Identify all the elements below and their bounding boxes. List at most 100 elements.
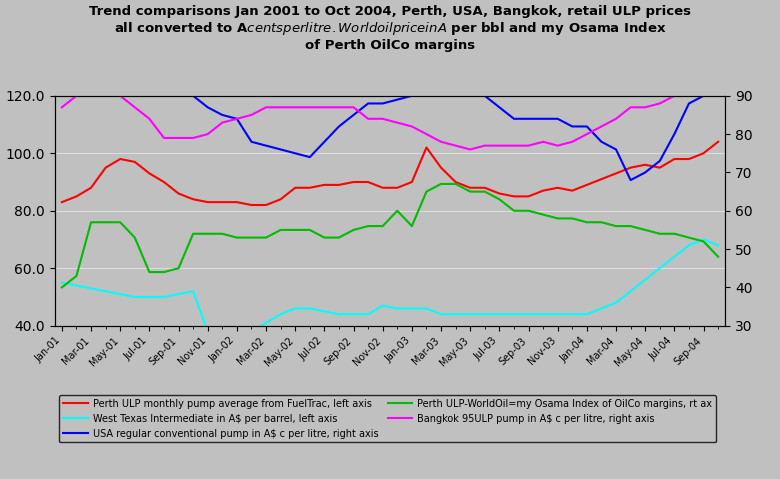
Bangkok 95ULP pump in A$ c per litre, right axis [320,104,329,110]
Perth ULP-WorldOil=my Osama Index of OilCo margins, rt ax [349,227,358,233]
West Texas Intermediate in A$ per barrel, left axis [451,311,460,317]
Perth ULP-WorldOil=my Osama Index of OilCo margins, rt ax [582,219,591,225]
Bangkok 95ULP pump in A$ c per litre, right axis [436,139,445,145]
Perth ULP-WorldOil=my Osama Index of OilCo margins, rt ax [276,227,285,233]
West Texas Intermediate in A$ per barrel, left axis [305,306,314,311]
Bangkok 95ULP pump in A$ c per litre, right axis [290,104,300,110]
Perth ULP-WorldOil=my Osama Index of OilCo margins, rt ax [392,208,402,214]
Perth ULP-WorldOil=my Osama Index of OilCo margins, rt ax [246,235,256,240]
Line: Perth ULP-WorldOil=my Osama Index of OilCo margins, rt ax: Perth ULP-WorldOil=my Osama Index of Oil… [62,184,718,287]
USA regular conventional pump in A$ c per litre, right axis [218,112,227,118]
Perth ULP-WorldOil=my Osama Index of OilCo margins, rt ax [203,231,212,237]
Bangkok 95ULP pump in A$ c per litre, right axis [714,78,723,83]
USA regular conventional pump in A$ c per litre, right axis [349,112,358,118]
Perth ULP-WorldOil=my Osama Index of OilCo margins, rt ax [553,216,562,221]
USA regular conventional pump in A$ c per litre, right axis [320,139,329,145]
Bangkok 95ULP pump in A$ c per litre, right axis [87,81,96,87]
West Texas Intermediate in A$ per barrel, left axis [495,311,504,317]
Perth ULP-WorldOil=my Osama Index of OilCo margins, rt ax [378,223,388,229]
Bangkok 95ULP pump in A$ c per litre, right axis [335,104,344,110]
Perth ULP monthly pump average from FuelTrac, left axis [597,176,606,182]
Perth ULP monthly pump average from FuelTrac, left axis [480,185,490,191]
Perth ULP monthly pump average from FuelTrac, left axis [363,179,373,185]
Perth ULP-WorldOil=my Osama Index of OilCo margins, rt ax [290,227,300,233]
USA regular conventional pump in A$ c per litre, right axis [130,0,140,3]
USA regular conventional pump in A$ c per litre, right axis [684,101,693,106]
Perth ULP monthly pump average from FuelTrac, left axis [670,156,679,162]
Bangkok 95ULP pump in A$ c per litre, right axis [378,116,388,122]
USA regular conventional pump in A$ c per litre, right axis [276,147,285,152]
USA regular conventional pump in A$ c per litre, right axis [538,116,548,122]
Perth ULP monthly pump average from FuelTrac, left axis [189,196,198,202]
Bangkok 95ULP pump in A$ c per litre, right axis [261,104,271,110]
Bangkok 95ULP pump in A$ c per litre, right axis [101,85,110,91]
Bangkok 95ULP pump in A$ c per litre, right axis [130,104,140,110]
West Texas Intermediate in A$ per barrel, left axis [568,311,577,317]
Perth ULP monthly pump average from FuelTrac, left axis [612,171,621,176]
Perth ULP-WorldOil=my Osama Index of OilCo margins, rt ax [436,181,445,187]
Perth ULP-WorldOil=my Osama Index of OilCo margins, rt ax [568,216,577,221]
Bangkok 95ULP pump in A$ c per litre, right axis [684,85,693,91]
Perth ULP monthly pump average from FuelTrac, left axis [218,199,227,205]
West Texas Intermediate in A$ per barrel, left axis [684,242,693,248]
Bangkok 95ULP pump in A$ c per litre, right axis [480,143,490,148]
USA regular conventional pump in A$ c per litre, right axis [57,93,66,99]
West Texas Intermediate in A$ per barrel, left axis [101,288,110,294]
West Texas Intermediate in A$ per barrel, left axis [480,311,490,317]
Perth ULP monthly pump average from FuelTrac, left axis [276,196,285,202]
West Texas Intermediate in A$ per barrel, left axis [422,306,431,311]
Bangkok 95ULP pump in A$ c per litre, right axis [145,116,154,122]
West Texas Intermediate in A$ per barrel, left axis [582,311,591,317]
Perth ULP-WorldOil=my Osama Index of OilCo margins, rt ax [101,219,110,225]
Perth ULP-WorldOil=my Osama Index of OilCo margins, rt ax [538,212,548,217]
Perth ULP-WorldOil=my Osama Index of OilCo margins, rt ax [612,223,621,229]
Bangkok 95ULP pump in A$ c per litre, right axis [612,116,621,122]
Perth ULP monthly pump average from FuelTrac, left axis [261,202,271,208]
Perth ULP-WorldOil=my Osama Index of OilCo margins, rt ax [159,269,168,275]
West Texas Intermediate in A$ per barrel, left axis [130,294,140,300]
Perth ULP monthly pump average from FuelTrac, left axis [684,156,693,162]
Perth ULP monthly pump average from FuelTrac, left axis [392,185,402,191]
Perth ULP monthly pump average from FuelTrac, left axis [538,188,548,194]
Perth ULP monthly pump average from FuelTrac, left axis [320,182,329,188]
USA regular conventional pump in A$ c per litre, right axis [145,24,154,30]
Bangkok 95ULP pump in A$ c per litre, right axis [538,139,548,145]
USA regular conventional pump in A$ c per litre, right axis [582,124,591,129]
West Texas Intermediate in A$ per barrel, left axis [626,288,635,294]
Perth ULP-WorldOil=my Osama Index of OilCo margins, rt ax [407,223,417,229]
Bangkok 95ULP pump in A$ c per litre, right axis [57,104,66,110]
West Texas Intermediate in A$ per barrel, left axis [72,283,81,288]
Perth ULP-WorldOil=my Osama Index of OilCo margins, rt ax [174,265,183,271]
West Texas Intermediate in A$ per barrel, left axis [335,311,344,317]
USA regular conventional pump in A$ c per litre, right axis [261,143,271,148]
Perth ULP-WorldOil=my Osama Index of OilCo margins, rt ax [597,219,606,225]
Perth ULP monthly pump average from FuelTrac, left axis [72,194,81,199]
Perth ULP monthly pump average from FuelTrac, left axis [436,165,445,171]
USA regular conventional pump in A$ c per litre, right axis [290,150,300,156]
Perth ULP-WorldOil=my Osama Index of OilCo margins, rt ax [684,235,693,240]
Perth ULP monthly pump average from FuelTrac, left axis [524,194,534,199]
Perth ULP monthly pump average from FuelTrac, left axis [159,179,168,185]
Perth ULP monthly pump average from FuelTrac, left axis [466,185,475,191]
Perth ULP-WorldOil=my Osama Index of OilCo margins, rt ax [363,223,373,229]
West Texas Intermediate in A$ per barrel, left axis [203,329,212,334]
Bangkok 95ULP pump in A$ c per litre, right axis [232,116,242,122]
Perth ULP-WorldOil=my Osama Index of OilCo margins, rt ax [115,219,125,225]
Bangkok 95ULP pump in A$ c per litre, right axis [246,112,256,118]
Perth ULP monthly pump average from FuelTrac, left axis [305,185,314,191]
Perth ULP monthly pump average from FuelTrac, left axis [87,185,96,191]
Perth ULP-WorldOil=my Osama Index of OilCo margins, rt ax [320,235,329,240]
USA regular conventional pump in A$ c per litre, right axis [115,9,125,14]
USA regular conventional pump in A$ c per litre, right axis [626,177,635,183]
USA regular conventional pump in A$ c per litre, right axis [495,104,504,110]
Bangkok 95ULP pump in A$ c per litre, right axis [305,104,314,110]
Perth ULP-WorldOil=my Osama Index of OilCo margins, rt ax [130,235,140,240]
Bangkok 95ULP pump in A$ c per litre, right axis [363,116,373,122]
Perth ULP monthly pump average from FuelTrac, left axis [495,191,504,196]
USA regular conventional pump in A$ c per litre, right axis [335,124,344,129]
USA regular conventional pump in A$ c per litre, right axis [670,131,679,137]
Bangkok 95ULP pump in A$ c per litre, right axis [582,131,591,137]
Perth ULP monthly pump average from FuelTrac, left axis [655,165,665,171]
USA regular conventional pump in A$ c per litre, right axis [524,116,534,122]
Perth ULP monthly pump average from FuelTrac, left axis [57,199,66,205]
